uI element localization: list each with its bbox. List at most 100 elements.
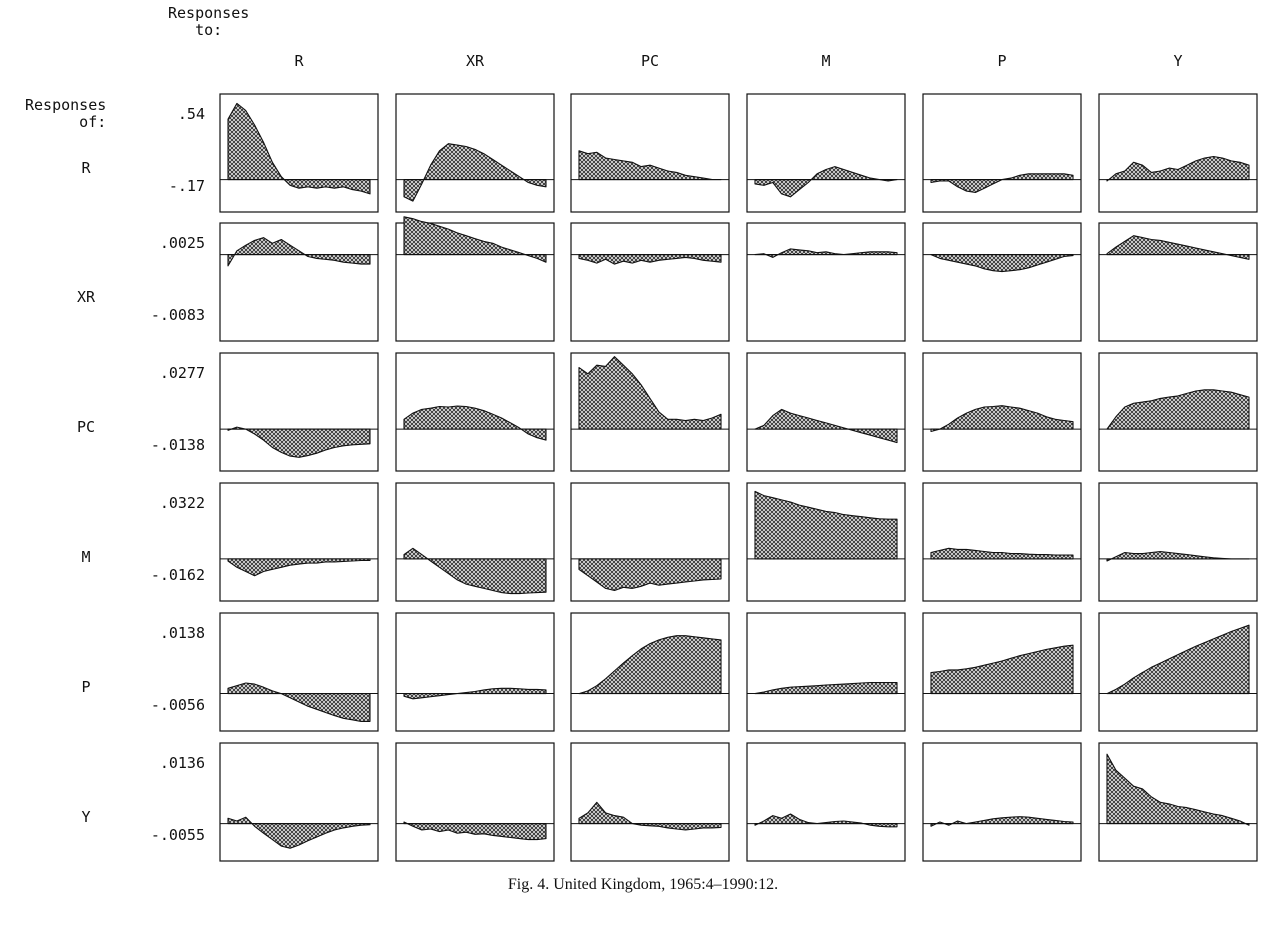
response-area-p-to-p bbox=[930, 644, 1074, 695]
response-area-m-to-m bbox=[754, 490, 898, 560]
panel-pc-to-r bbox=[219, 352, 379, 472]
response-area-xr-to-xr bbox=[403, 216, 547, 263]
response-area-m-to-pc bbox=[578, 558, 722, 592]
panel-frame bbox=[395, 612, 555, 732]
panel-y-to-r bbox=[219, 742, 379, 862]
panel-m-to-r bbox=[219, 482, 379, 602]
impulse-response-grid bbox=[219, 93, 1258, 862]
row-label-p: P bbox=[81, 678, 91, 696]
panel-frame bbox=[1098, 482, 1258, 602]
panel-m-to-pc bbox=[570, 482, 730, 602]
panel-r-to-m bbox=[746, 93, 906, 213]
panel-xr-to-m bbox=[746, 222, 906, 342]
panel-frame bbox=[570, 742, 730, 862]
response-area-m-to-p bbox=[930, 547, 1074, 560]
panel-frame bbox=[219, 222, 379, 342]
response-area-pc-to-p bbox=[930, 405, 1074, 433]
row-ymin-label-xr: -.0083 bbox=[150, 306, 205, 324]
column-label-y: Y bbox=[1173, 52, 1183, 70]
responses-to-header: Responses to: bbox=[168, 4, 250, 39]
panel-frame bbox=[1098, 222, 1258, 342]
row-label-r: R bbox=[81, 159, 91, 177]
panel-r-to-r bbox=[219, 93, 379, 213]
response-area-pc-to-y bbox=[1106, 389, 1250, 430]
response-area-r-to-pc bbox=[578, 150, 722, 181]
row-ymax-label-pc: .0277 bbox=[159, 364, 205, 382]
panel-p-to-p bbox=[922, 612, 1082, 732]
response-area-p-to-y bbox=[1106, 624, 1250, 695]
response-area-xr-to-pc bbox=[578, 254, 722, 265]
panel-r-to-xr bbox=[395, 93, 555, 213]
panel-r-to-pc bbox=[570, 93, 730, 213]
row-ymax-label-xr: .0025 bbox=[159, 234, 205, 252]
response-area-p-to-pc bbox=[578, 635, 722, 695]
panel-frame bbox=[746, 742, 906, 862]
row-ymin-label-pc: -.0138 bbox=[150, 436, 205, 454]
response-area-r-to-xr bbox=[403, 143, 547, 202]
panel-pc-to-p bbox=[922, 352, 1082, 472]
panel-y-to-m bbox=[746, 742, 906, 862]
panel-xr-to-xr bbox=[395, 216, 555, 342]
panel-xr-to-r bbox=[219, 222, 379, 342]
column-label-xr: XR bbox=[465, 52, 485, 70]
response-area-p-to-r bbox=[227, 682, 371, 722]
response-area-m-to-r bbox=[227, 558, 371, 577]
panel-frame bbox=[746, 222, 906, 342]
response-area-y-to-p bbox=[930, 816, 1074, 827]
panel-xr-to-pc bbox=[570, 222, 730, 342]
response-area-y-to-y bbox=[1106, 753, 1250, 826]
panel-frame bbox=[395, 742, 555, 862]
response-area-xr-to-p bbox=[930, 254, 1074, 273]
panel-p-to-m bbox=[746, 612, 906, 732]
column-label-pc: PC bbox=[640, 52, 660, 70]
response-area-pc-to-r bbox=[227, 426, 371, 458]
panel-frame bbox=[746, 612, 906, 732]
panel-pc-to-pc bbox=[570, 352, 730, 472]
column-label-p: P bbox=[997, 52, 1007, 70]
response-area-xr-to-y bbox=[1106, 235, 1250, 260]
panel-m-to-xr bbox=[395, 482, 555, 602]
response-area-p-to-m bbox=[754, 681, 898, 695]
panel-p-to-xr bbox=[395, 612, 555, 732]
panel-frame bbox=[746, 93, 906, 213]
row-ymin-label-m: -.0162 bbox=[150, 566, 205, 584]
row-label-xr: XR bbox=[76, 288, 96, 306]
panel-y-to-pc bbox=[570, 742, 730, 862]
panel-frame bbox=[1098, 93, 1258, 213]
panel-frame bbox=[922, 93, 1082, 213]
row-ymax-label-y: .0136 bbox=[159, 754, 205, 772]
figure-caption: Fig. 4. United Kingdom, 1965:4–1990:12. bbox=[507, 876, 779, 893]
row-ymax-label-m: .0322 bbox=[159, 494, 205, 512]
panel-frame bbox=[922, 222, 1082, 342]
responses-of-header: Responses of: bbox=[25, 96, 107, 131]
response-area-r-to-y bbox=[1106, 156, 1250, 182]
row-label-pc: PC bbox=[76, 418, 96, 436]
response-area-y-to-xr bbox=[403, 821, 547, 841]
panel-frame bbox=[922, 742, 1082, 862]
panel-xr-to-y bbox=[1098, 222, 1258, 342]
row-ymax-label-p: .0138 bbox=[159, 624, 205, 642]
column-label-r: R bbox=[294, 52, 304, 70]
row-label-y: Y bbox=[81, 808, 91, 826]
panel-m-to-p bbox=[922, 482, 1082, 602]
panel-r-to-p bbox=[922, 93, 1082, 213]
panel-m-to-m bbox=[746, 482, 906, 602]
row-ymax-label-r: .54 bbox=[177, 105, 205, 123]
response-area-pc-to-m bbox=[754, 408, 898, 444]
panel-pc-to-y bbox=[1098, 352, 1258, 472]
response-area-xr-to-m bbox=[754, 248, 898, 258]
column-label-m: M bbox=[821, 52, 831, 70]
response-area-y-to-r bbox=[227, 816, 371, 849]
panel-y-to-y bbox=[1098, 742, 1258, 862]
panel-p-to-r bbox=[219, 612, 379, 732]
panel-p-to-y bbox=[1098, 612, 1258, 732]
response-area-r-to-r bbox=[227, 102, 371, 195]
panel-frame bbox=[395, 93, 555, 213]
panel-r-to-y bbox=[1098, 93, 1258, 213]
panel-xr-to-p bbox=[922, 222, 1082, 342]
row-ymin-label-p: -.0056 bbox=[150, 696, 205, 714]
row-ymin-label-r: -.17 bbox=[168, 177, 205, 195]
panel-y-to-p bbox=[922, 742, 1082, 862]
response-area-pc-to-pc bbox=[578, 356, 722, 430]
panel-pc-to-xr bbox=[395, 352, 555, 472]
